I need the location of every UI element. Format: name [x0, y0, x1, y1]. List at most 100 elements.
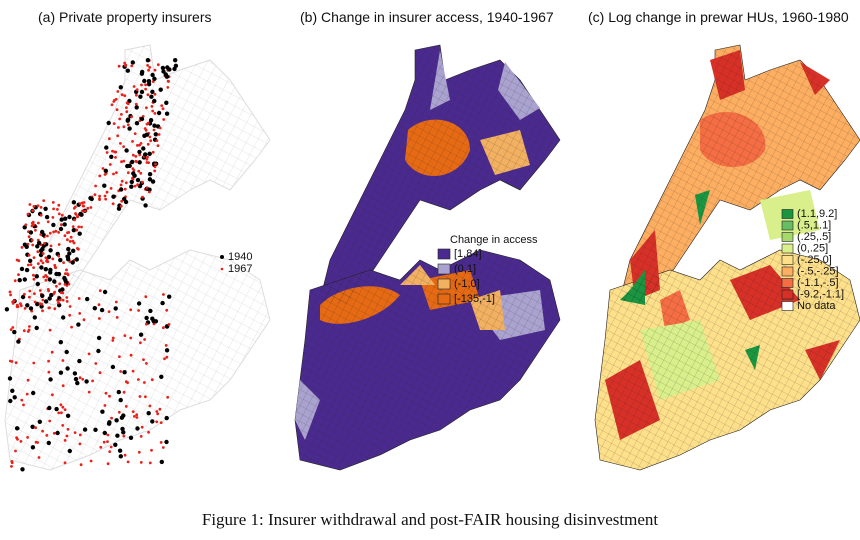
insurer-point [152, 123, 157, 128]
insurer-point [55, 430, 60, 436]
legend-swatch [781, 243, 794, 254]
insurer-point [146, 142, 150, 146]
insurer-point [124, 380, 128, 384]
insurer-point [48, 328, 52, 332]
insurer-point [56, 208, 59, 211]
insurer-point [147, 161, 151, 165]
insurer-point [119, 183, 123, 187]
insurer-point [30, 445, 36, 450]
insurer-point [137, 160, 142, 165]
legend-swatch [781, 232, 794, 242]
insurer-point [17, 278, 22, 283]
insurer-point [7, 376, 13, 381]
insurer-point [19, 302, 22, 306]
legend-marker [220, 267, 224, 271]
insurer-point [42, 199, 46, 203]
panel-title: (c) Log change in prewar HUs, 1960-1980 [588, 9, 849, 25]
insurer-point [143, 203, 148, 208]
insurer-point [85, 296, 90, 302]
insurer-point [125, 68, 130, 73]
insurer-point [173, 63, 179, 68]
insurer-point [109, 187, 113, 190]
caption: Figure 1: Insurer withdrawal and post-FA… [202, 510, 659, 529]
insurer-point [63, 283, 67, 286]
insurer-point [36, 441, 39, 444]
insurer-point [151, 150, 155, 154]
insurer-point [144, 295, 148, 299]
insurer-point [81, 377, 85, 381]
insurer-point [125, 110, 129, 114]
insurer-point [81, 209, 84, 213]
insurer-point [54, 229, 58, 233]
insurer-point [123, 187, 127, 191]
insurer-point [153, 132, 158, 137]
insurer-point [129, 353, 133, 357]
insurer-point [147, 68, 151, 72]
legend-swatch [437, 293, 451, 305]
insurer-point [9, 293, 13, 297]
insurer-point [150, 316, 155, 321]
insurer-point [86, 206, 90, 210]
insurer-point [160, 300, 165, 306]
insurer-point [25, 392, 29, 396]
insurer-point [159, 459, 164, 465]
insurer-point [14, 426, 20, 431]
insurer-point [126, 123, 130, 127]
insurer-point [59, 217, 64, 222]
insurer-point [143, 338, 147, 341]
insurer-point [156, 144, 160, 148]
insurer-point [120, 160, 123, 164]
insurer-point [57, 411, 61, 415]
insurer-point [51, 201, 55, 204]
insurer-point [158, 87, 163, 92]
insurer-point [139, 341, 142, 345]
insurer-point [135, 416, 139, 419]
legend-label: [1,84] [454, 248, 482, 260]
insurer-point [68, 305, 72, 308]
legend-label: [-9.2,-1.1] [797, 288, 844, 300]
insurer-point [132, 85, 136, 88]
insurer-point [159, 374, 164, 379]
insurer-point [26, 378, 30, 382]
insurer-point [20, 246, 24, 249]
insurer-point [37, 221, 40, 225]
insurer-point [93, 193, 97, 197]
insurer-point [77, 231, 82, 236]
map-b [294, 44, 561, 471]
insurer-point [32, 277, 36, 281]
insurer-point [35, 281, 40, 287]
insurer-point [26, 330, 30, 333]
insurer-point [165, 308, 169, 312]
insurer-point [158, 126, 162, 130]
insurer-point [82, 204, 86, 208]
insurer-point [46, 220, 50, 224]
insurer-point [48, 306, 51, 310]
insurer-point [37, 419, 42, 424]
insurer-point [131, 140, 134, 143]
insurer-point [11, 302, 15, 305]
insurer-point [108, 450, 112, 453]
insurer-point [152, 128, 156, 132]
insurer-point [137, 378, 140, 381]
legend-label: No data [797, 300, 836, 312]
insurer-point [23, 307, 27, 310]
insurer-point [45, 258, 49, 262]
insurer-point [164, 111, 170, 116]
insurer-point [94, 184, 97, 188]
insurer-point [143, 381, 146, 384]
insurer-point [38, 289, 42, 292]
insurer-point [115, 171, 118, 175]
insurer-point [41, 261, 45, 265]
insurer-point [116, 206, 122, 211]
insurer-point [72, 241, 76, 245]
insurer-point [84, 209, 87, 213]
insurer-point [64, 272, 67, 275]
insurer-point [35, 244, 40, 249]
insurer-point [113, 98, 116, 102]
insurer-point [68, 240, 72, 243]
insurer-point [134, 159, 138, 163]
insurer-point [52, 279, 57, 284]
insurer-point [12, 395, 17, 400]
insurer-point [133, 132, 137, 136]
insurer-point [39, 213, 43, 217]
